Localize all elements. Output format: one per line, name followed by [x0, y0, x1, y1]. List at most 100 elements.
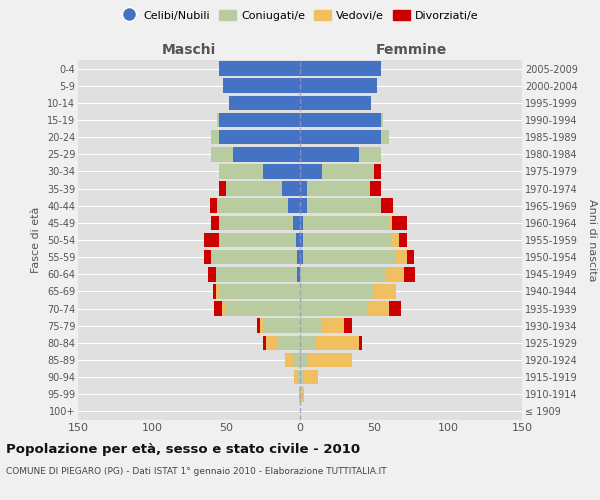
- Bar: [300, 198, 307, 213]
- Bar: [263, 318, 300, 333]
- Bar: [300, 62, 382, 76]
- Bar: [210, 198, 217, 213]
- Bar: [389, 302, 401, 316]
- Bar: [297, 250, 300, 264]
- Bar: [293, 352, 300, 368]
- Bar: [300, 130, 382, 144]
- Bar: [300, 164, 322, 178]
- Bar: [374, 164, 382, 178]
- Bar: [266, 336, 278, 350]
- Bar: [315, 336, 359, 350]
- Bar: [300, 352, 307, 368]
- Bar: [303, 232, 392, 248]
- Text: Popolazione per età, sesso e stato civile - 2010: Popolazione per età, sesso e stato civil…: [6, 442, 360, 456]
- Bar: [407, 250, 414, 264]
- Bar: [392, 216, 407, 230]
- Bar: [322, 318, 344, 333]
- Bar: [208, 267, 215, 281]
- Bar: [297, 267, 300, 281]
- Bar: [204, 232, 218, 248]
- Bar: [386, 267, 404, 281]
- Bar: [294, 370, 297, 384]
- Bar: [307, 182, 370, 196]
- Bar: [204, 250, 211, 264]
- Bar: [344, 318, 352, 333]
- Bar: [300, 250, 303, 264]
- Bar: [404, 267, 415, 281]
- Text: COMUNE DI PIEGARO (PG) - Dati ISTAT 1° gennaio 2010 - Elaborazione TUTTITALIA.IT: COMUNE DI PIEGARO (PG) - Dati ISTAT 1° g…: [6, 468, 386, 476]
- Bar: [257, 318, 260, 333]
- Bar: [218, 62, 300, 76]
- Bar: [322, 164, 374, 178]
- Bar: [233, 147, 300, 162]
- Bar: [226, 182, 282, 196]
- Bar: [399, 232, 407, 248]
- Bar: [300, 267, 386, 281]
- Bar: [260, 318, 263, 333]
- Bar: [282, 182, 300, 196]
- Bar: [300, 96, 371, 110]
- Bar: [221, 302, 226, 316]
- Bar: [307, 198, 382, 213]
- Bar: [303, 216, 389, 230]
- Bar: [218, 284, 300, 298]
- Bar: [395, 250, 407, 264]
- Bar: [215, 267, 297, 281]
- Bar: [303, 250, 395, 264]
- Bar: [223, 78, 300, 93]
- Bar: [214, 302, 221, 316]
- Bar: [307, 352, 352, 368]
- Bar: [217, 198, 288, 213]
- Bar: [226, 302, 300, 316]
- Bar: [300, 302, 367, 316]
- Bar: [211, 147, 233, 162]
- Bar: [218, 232, 296, 248]
- Bar: [300, 370, 303, 384]
- Bar: [359, 336, 362, 350]
- Bar: [389, 216, 392, 230]
- Bar: [300, 387, 301, 402]
- Bar: [370, 182, 382, 196]
- Bar: [374, 284, 396, 298]
- Bar: [215, 284, 218, 298]
- Bar: [303, 370, 318, 384]
- Bar: [301, 387, 304, 402]
- Bar: [218, 112, 300, 128]
- Bar: [297, 370, 300, 384]
- Bar: [211, 216, 218, 230]
- Text: Maschi: Maschi: [162, 44, 216, 58]
- Bar: [382, 198, 393, 213]
- Bar: [367, 302, 389, 316]
- Bar: [300, 232, 303, 248]
- Bar: [217, 112, 218, 128]
- Bar: [211, 250, 297, 264]
- Bar: [278, 336, 300, 350]
- Bar: [288, 198, 300, 213]
- Bar: [218, 130, 300, 144]
- Bar: [382, 130, 389, 144]
- Bar: [359, 147, 382, 162]
- Bar: [300, 284, 374, 298]
- Bar: [263, 164, 300, 178]
- Bar: [300, 78, 377, 93]
- Bar: [300, 182, 307, 196]
- Bar: [296, 232, 300, 248]
- Bar: [263, 336, 266, 350]
- Bar: [211, 130, 218, 144]
- Bar: [382, 112, 383, 128]
- Bar: [300, 112, 382, 128]
- Bar: [212, 284, 215, 298]
- Bar: [392, 232, 399, 248]
- Bar: [218, 182, 226, 196]
- Legend: Celibi/Nubili, Coniugati/e, Vedovi/e, Divorziati/e: Celibi/Nubili, Coniugati/e, Vedovi/e, Di…: [117, 6, 483, 25]
- Bar: [218, 216, 293, 230]
- Bar: [300, 216, 303, 230]
- Bar: [293, 216, 300, 230]
- Bar: [299, 387, 300, 402]
- Bar: [285, 352, 293, 368]
- Bar: [300, 147, 359, 162]
- Text: Femmine: Femmine: [376, 44, 446, 58]
- Y-axis label: Fasce di età: Fasce di età: [31, 207, 41, 273]
- Bar: [300, 336, 315, 350]
- Bar: [229, 96, 300, 110]
